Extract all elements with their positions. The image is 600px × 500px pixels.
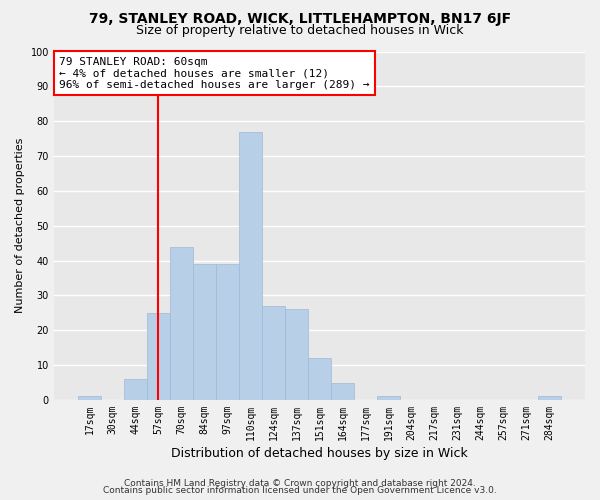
Bar — [377, 396, 400, 400]
Bar — [216, 264, 239, 400]
Text: 79 STANLEY ROAD: 60sqm
← 4% of detached houses are smaller (12)
96% of semi-deta: 79 STANLEY ROAD: 60sqm ← 4% of detached … — [59, 56, 370, 90]
Bar — [239, 132, 262, 400]
Text: 79, STANLEY ROAD, WICK, LITTLEHAMPTON, BN17 6JF: 79, STANLEY ROAD, WICK, LITTLEHAMPTON, B… — [89, 12, 511, 26]
Bar — [193, 264, 216, 400]
Bar — [331, 382, 354, 400]
Bar — [78, 396, 101, 400]
X-axis label: Distribution of detached houses by size in Wick: Distribution of detached houses by size … — [171, 447, 468, 460]
Text: Contains HM Land Registry data © Crown copyright and database right 2024.: Contains HM Land Registry data © Crown c… — [124, 478, 476, 488]
Bar — [308, 358, 331, 400]
Bar — [538, 396, 561, 400]
Bar — [262, 306, 285, 400]
Bar — [285, 310, 308, 400]
Text: Size of property relative to detached houses in Wick: Size of property relative to detached ho… — [136, 24, 464, 37]
Bar — [124, 379, 147, 400]
Bar — [147, 313, 170, 400]
Text: Contains public sector information licensed under the Open Government Licence v3: Contains public sector information licen… — [103, 486, 497, 495]
Y-axis label: Number of detached properties: Number of detached properties — [15, 138, 25, 314]
Bar — [170, 246, 193, 400]
